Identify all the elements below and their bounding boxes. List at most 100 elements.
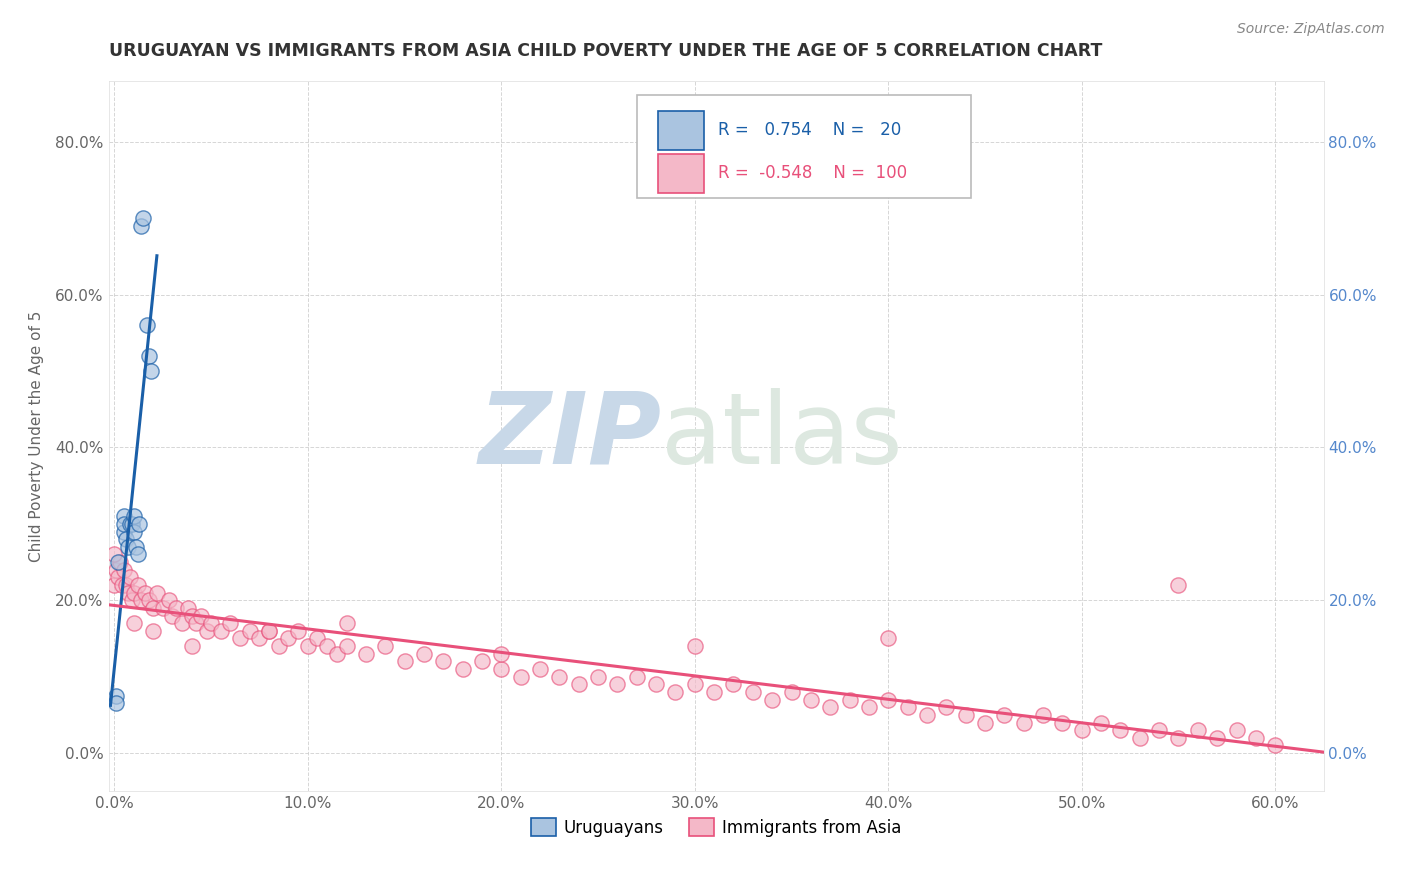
Point (1090, 715, 1112, 730)
Point (118, 570, 141, 584)
Point (723, 677, 745, 691)
Point (139, 364, 162, 378)
Point (249, 632, 271, 646)
Point (354, 647, 377, 661)
Point (124, 540, 146, 554)
Point (112, 563, 135, 577)
Point (108, 555, 131, 569)
Point (471, 654, 494, 668)
Point (1032, 707, 1054, 722)
Point (606, 677, 628, 691)
Point (877, 632, 900, 646)
Point (703, 685, 725, 699)
Point (131, 219, 153, 233)
Point (177, 601, 200, 615)
Point (915, 707, 938, 722)
Point (761, 692, 783, 706)
Point (117, 585, 139, 599)
Point (858, 700, 880, 714)
Point (200, 616, 222, 631)
Point (128, 516, 150, 531)
Point (118, 516, 141, 531)
Point (103, 578, 125, 592)
Point (1012, 715, 1035, 730)
Point (180, 608, 202, 623)
Point (1206, 731, 1229, 745)
Y-axis label: Child Poverty Under the Age of 5: Child Poverty Under the Age of 5 (30, 310, 44, 562)
Text: atlas: atlas (661, 387, 903, 484)
Point (105, 689, 128, 703)
Point (138, 349, 160, 363)
Point (877, 692, 900, 706)
Point (1052, 715, 1074, 730)
Point (897, 700, 920, 714)
Point (190, 608, 212, 623)
Point (112, 524, 135, 539)
FancyBboxPatch shape (637, 95, 972, 198)
Point (127, 578, 149, 592)
Point (146, 585, 169, 599)
Point (529, 662, 551, 676)
Point (374, 639, 396, 653)
Point (664, 685, 686, 699)
Point (683, 639, 706, 653)
Legend: Uruguayans, Immigrants from Asia: Uruguayans, Immigrants from Asia (524, 812, 908, 843)
Point (316, 639, 339, 653)
Point (509, 670, 531, 684)
Point (1244, 731, 1267, 745)
Point (219, 616, 242, 631)
Point (184, 616, 207, 631)
Point (267, 639, 290, 653)
Point (132, 211, 155, 226)
Point (105, 697, 128, 711)
Point (741, 685, 763, 699)
Point (626, 670, 648, 684)
Point (335, 639, 357, 653)
Point (935, 700, 957, 714)
Point (115, 578, 138, 592)
Text: R =  -0.548    N =  100: R = -0.548 N = 100 (718, 164, 908, 182)
Point (122, 616, 145, 631)
Point (157, 593, 180, 607)
Point (105, 563, 128, 577)
Point (152, 601, 174, 615)
Point (277, 632, 299, 646)
Point (103, 548, 125, 562)
Point (121, 593, 143, 607)
Point (138, 593, 160, 607)
Point (287, 624, 309, 638)
Text: ZIP: ZIP (478, 387, 661, 484)
Point (162, 608, 184, 623)
Point (170, 616, 193, 631)
Text: Source: ZipAtlas.com: Source: ZipAtlas.com (1237, 22, 1385, 37)
Text: R =   0.754    N =   20: R = 0.754 N = 20 (718, 121, 901, 139)
Point (134, 585, 156, 599)
Point (1109, 723, 1132, 738)
Point (326, 647, 349, 661)
Point (568, 677, 591, 691)
Point (115, 532, 138, 546)
Point (121, 516, 143, 531)
Point (107, 570, 129, 584)
Point (297, 639, 319, 653)
Point (491, 662, 513, 676)
Point (165, 601, 187, 615)
Point (209, 624, 232, 638)
Point (800, 692, 823, 706)
Point (117, 540, 139, 554)
Point (112, 509, 135, 524)
Point (180, 639, 202, 653)
Point (818, 700, 841, 714)
Point (1187, 723, 1209, 738)
Point (195, 624, 218, 638)
Point (131, 593, 153, 607)
Bar (658, 111, 704, 150)
Point (122, 524, 145, 539)
Bar (658, 153, 704, 193)
Point (955, 707, 977, 722)
Point (136, 318, 159, 333)
Point (780, 685, 803, 699)
Point (142, 601, 165, 615)
Point (412, 647, 434, 661)
Point (993, 707, 1015, 722)
